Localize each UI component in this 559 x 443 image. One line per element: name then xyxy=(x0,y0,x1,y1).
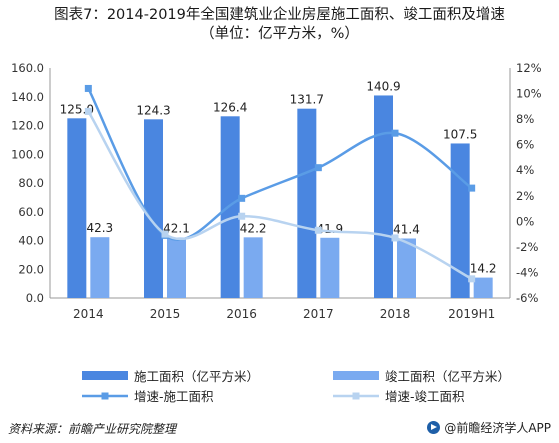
x-tick-label: 2017 xyxy=(303,307,334,321)
y-left-tick-label: 60.0 xyxy=(18,205,44,219)
x-tick-label: 2015 xyxy=(150,307,181,321)
x-tick-label: 2014 xyxy=(73,307,104,321)
brand-logo-icon xyxy=(427,421,441,434)
line-2-point xyxy=(468,275,476,283)
combo-chart: 0.0 20.0 40.0 60.0 80.0 100.0 120.0 140.0 160.0 -… xyxy=(11,61,542,321)
x-tick-label: 2019H1 xyxy=(448,307,495,321)
bar-1-data-label: 124.3 xyxy=(136,103,170,117)
line-1-point xyxy=(238,194,246,202)
y-right-tick-label: 12% xyxy=(516,61,542,75)
y-right-tick-label: 4% xyxy=(516,163,534,177)
bar-2-data-label: 41.4 xyxy=(393,222,420,236)
bar-2 xyxy=(320,237,340,298)
y-left-tick-label: 100.0 xyxy=(11,147,44,161)
brand-credit: @前瞻经济学人APP xyxy=(427,419,551,436)
y-right-tick-label: 0% xyxy=(516,214,534,228)
legend-label-line2: 增速-竣工面积 xyxy=(385,389,465,404)
bar-2-data-label: 42.3 xyxy=(86,221,113,235)
bar-1-data-label: 126.4 xyxy=(213,100,247,114)
line-1-point xyxy=(84,84,92,92)
legend-swatch-bar1 xyxy=(82,371,128,380)
brand-label: @前瞻经济学人APP xyxy=(444,421,551,435)
x-tick-label: 2018 xyxy=(380,307,411,321)
y-right-tick-label: -6% xyxy=(516,291,538,305)
line-1-point xyxy=(314,164,322,172)
bar-2-data-label: 42.2 xyxy=(240,221,267,235)
y-right-tick-label: 6% xyxy=(516,138,534,152)
bar-1 xyxy=(297,108,317,299)
bar-1 xyxy=(374,95,393,298)
source-note: 资料来源：前瞻产业研究院整理 xyxy=(8,422,177,436)
y-right-tick-label: -2% xyxy=(516,240,538,254)
legend-item-line1: 增速-施工面积 xyxy=(82,386,214,405)
y-left-tick-label: 0.0 xyxy=(26,291,44,305)
bar-1-data-label: 107.5 xyxy=(443,127,477,141)
y-left-tick-label: 120.0 xyxy=(11,119,44,133)
x-tick-label: 2016 xyxy=(226,307,257,321)
bar-1 xyxy=(67,118,87,298)
bar-2 xyxy=(473,277,493,298)
line-2-point xyxy=(84,107,92,115)
bar-2 xyxy=(167,237,186,298)
bar-2 xyxy=(397,238,416,298)
y-left-tick-label: 140.0 xyxy=(11,90,44,104)
legend-item-bar1: 施工面积（亿平方米） xyxy=(82,366,259,385)
line-2-point xyxy=(161,230,169,238)
legend-swatch-bar2 xyxy=(333,371,379,380)
line-2-path xyxy=(87,110,473,280)
legend-label-bar2: 竣工面积（亿平方米） xyxy=(385,369,511,384)
bar-1 xyxy=(220,116,240,298)
chart-title: 图表7：2014-2019年全国建筑业企业房屋施工面积、竣工面积及增速 （单位：… xyxy=(0,6,559,44)
y-left-tick-label: 40.0 xyxy=(18,234,44,248)
legend-label-bar1: 施工面积（亿平方米） xyxy=(134,369,260,384)
chart-title-line1: 图表7：2014-2019年全国建筑业企业房屋施工面积、竣工面积及增速 xyxy=(54,7,505,23)
bar-2 xyxy=(90,237,110,298)
line-2-point xyxy=(314,226,322,234)
bar-2 xyxy=(243,237,263,298)
line-1-point xyxy=(468,184,476,192)
chart-legend: 施工面积（亿平方米） 竣工面积（亿平方米） 增速-施工面积 增速-竣工面积 xyxy=(0,362,559,406)
bar-1-data-label: 140.9 xyxy=(366,79,400,93)
line-1-point xyxy=(391,129,399,137)
y-right-tick-label: 8% xyxy=(516,112,534,126)
y-right-tick-label: 2% xyxy=(516,189,534,203)
chart-title-line2: （单位：亿平方米，%） xyxy=(200,26,359,42)
legend-label-line1: 增速-施工面积 xyxy=(134,389,214,404)
y-left-tick-label: 160.0 xyxy=(11,61,44,75)
y-left-tick-label: 80.0 xyxy=(18,176,44,190)
line-2-point xyxy=(391,234,399,242)
legend-swatch-line1 xyxy=(82,392,128,399)
line-2-point xyxy=(238,212,246,220)
y-right-tick-label: 10% xyxy=(516,87,542,101)
bar-2-data-label: 42.1 xyxy=(163,221,190,235)
legend-item-line2: 增速-竣工面积 xyxy=(333,386,465,405)
y-left-tick-label: 20.0 xyxy=(18,262,44,276)
chart-footer: 资料来源：前瞻产业研究院整理 @前瞻经济学人APP xyxy=(0,414,559,438)
bar-1-data-label: 131.7 xyxy=(290,93,324,107)
bar-1 xyxy=(144,119,163,298)
bar-2-data-label: 14.2 xyxy=(470,262,497,276)
legend-item-bar2: 竣工面积（亿平方米） xyxy=(333,366,510,385)
y-right-tick-label: -4% xyxy=(516,265,538,279)
legend-swatch-line2 xyxy=(333,392,379,399)
